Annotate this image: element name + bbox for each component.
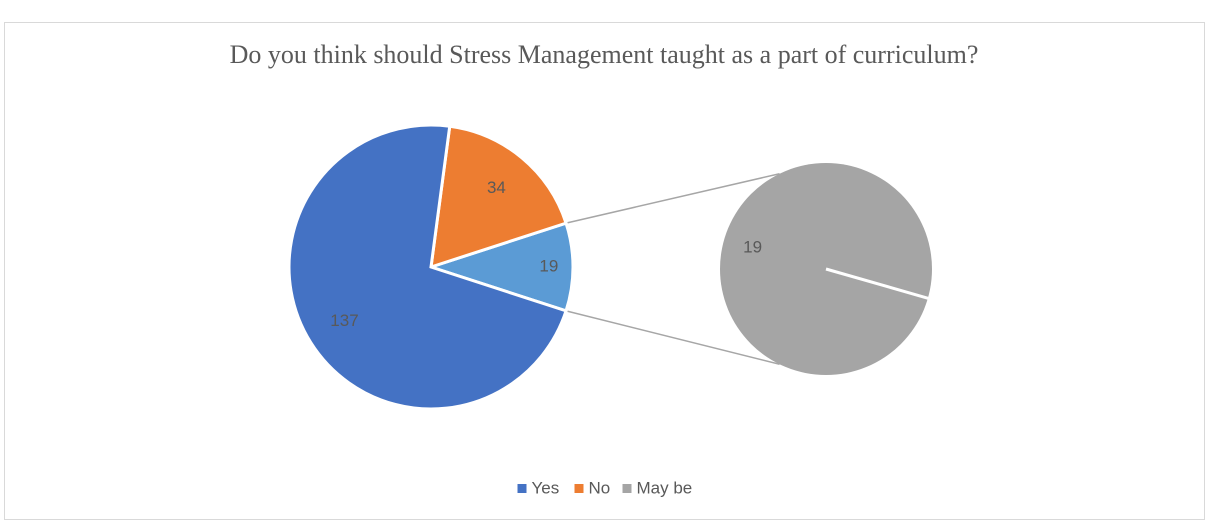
connector-line: [565, 310, 780, 365]
data-label: 34: [487, 178, 506, 197]
legend-label: May be: [637, 478, 693, 497]
legend-label: No: [589, 478, 611, 497]
data-label: 19: [539, 256, 558, 275]
legend-swatch: [574, 484, 584, 493]
pie-slice: [426, 221, 575, 313]
chart-frame: [4, 22, 1205, 520]
data-label: 137: [330, 311, 358, 330]
legend-label: Yes: [532, 478, 560, 497]
connector-line: [565, 172, 780, 224]
legend-swatch: [622, 484, 632, 493]
pie-slice: [287, 123, 568, 411]
pie-slice: [429, 124, 568, 270]
data-label: 19: [743, 237, 762, 256]
chart-title: Do you think should Stress Management ta…: [230, 40, 979, 69]
slice-separator: [825, 267, 931, 301]
legend-swatch: [517, 484, 527, 493]
